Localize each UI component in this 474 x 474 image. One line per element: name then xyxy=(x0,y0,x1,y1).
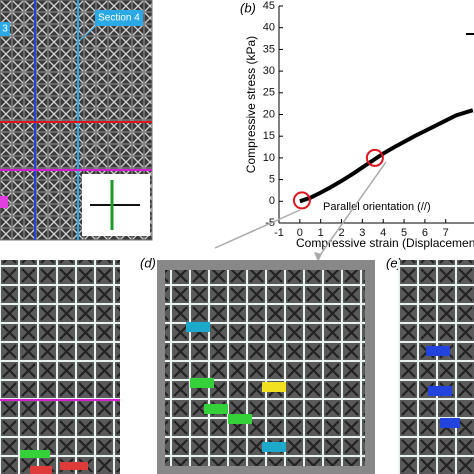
x-tick-label: 1 xyxy=(318,227,324,239)
y-tick-label: 35 xyxy=(263,43,275,55)
y-tick-label: 20 xyxy=(263,108,275,120)
y-tick-label: 40 xyxy=(263,22,275,34)
y-tick-label: 30 xyxy=(263,65,275,77)
section-label: 3 xyxy=(2,24,8,35)
panel-label: (b) xyxy=(240,0,256,15)
strain-panel xyxy=(398,260,474,474)
y-tick-label: 25 xyxy=(263,87,275,99)
panel-label: (e) xyxy=(386,255,402,270)
annotation: Parallel orientation (//) xyxy=(323,201,431,213)
y-tick-label: 5 xyxy=(269,174,275,186)
y-tick-label: 45 xyxy=(263,0,275,12)
x-axis-label: Compressive strain (Displacement xyxy=(296,236,474,250)
x-tick-label: 0 xyxy=(297,227,303,239)
highlight-circle xyxy=(292,191,311,210)
y-tick-label: 15 xyxy=(263,130,275,142)
panel-label: (d) xyxy=(140,255,156,270)
x-tick-label: 3 xyxy=(359,227,365,239)
y-tick-label: 0 xyxy=(269,195,275,207)
x-tick-label: 4 xyxy=(380,227,386,239)
chart: (b) -5051015202530354045-101234567Compre… xyxy=(240,0,474,250)
x-tick-label: 5 xyxy=(401,227,407,239)
lattice-panel: Section 4 3 xyxy=(0,0,153,241)
x-tick-label: 2 xyxy=(338,227,344,239)
line xyxy=(299,108,474,204)
x-tick-label: 6 xyxy=(422,227,428,239)
x-tick-label: 7 xyxy=(443,227,449,239)
strain-panel xyxy=(157,260,375,474)
strain-panel xyxy=(0,260,120,474)
x-tick-label: -1 xyxy=(274,227,284,239)
section-label: Section 4 xyxy=(98,13,140,24)
highlight-circle xyxy=(365,148,384,167)
y-axis-label: Compressive stress (kPa) xyxy=(244,36,258,173)
y-tick-label: 10 xyxy=(263,152,275,164)
